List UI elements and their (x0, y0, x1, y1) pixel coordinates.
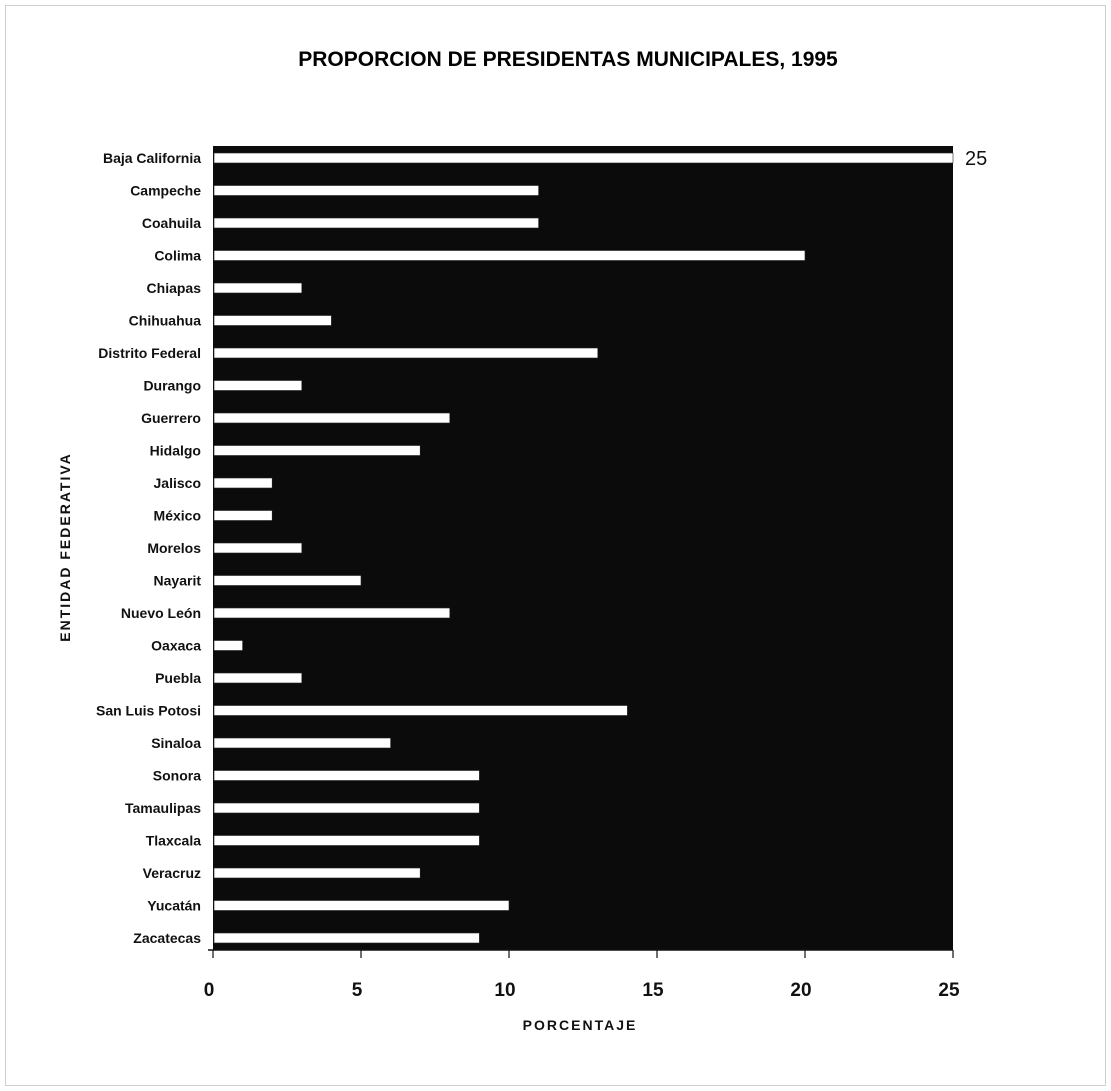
data-labels: 25 (965, 148, 987, 170)
category-label: México (154, 508, 201, 524)
bar-morelos (213, 542, 303, 554)
x-tick-label: 5 (352, 980, 363, 1001)
bar-campeche (213, 185, 539, 196)
category-label: Zacatecas (133, 930, 201, 946)
category-label: Puebla (155, 670, 201, 686)
bar-zacatecas (213, 932, 480, 944)
data-label: 25 (965, 148, 987, 170)
x-tick-label: 25 (938, 980, 960, 1001)
bar-chihuahua (213, 315, 332, 326)
x-tick-label: 15 (642, 980, 664, 1001)
category-label: Durango (143, 378, 201, 394)
category-label: Tamaulipas (125, 800, 201, 816)
bar-guerrero (213, 412, 451, 424)
category-labels: Baja California Campeche Coahuila Colima Chi… (96, 150, 201, 946)
bar-tamaulipas (213, 802, 480, 814)
category-label: Morelos (147, 540, 201, 556)
bar-tlaxcala (213, 835, 480, 846)
category-label: Colima (154, 248, 201, 264)
x-tick-label: 0 (204, 980, 215, 1001)
category-label: Chiapas (147, 280, 202, 296)
category-label: Sinaloa (151, 735, 201, 751)
category-label: Guerrero (141, 410, 201, 426)
page-frame (5, 5, 1106, 1086)
category-label: Veracruz (143, 865, 201, 881)
bar-coahuila (213, 217, 539, 229)
category-label: Nayarit (154, 573, 202, 589)
bar-colima (213, 250, 806, 261)
bar-hidalgo (213, 445, 421, 456)
x-axis-title: PORCENTAJE (523, 1017, 638, 1033)
bar-sinaloa (213, 737, 391, 749)
bar-sonora (213, 770, 480, 781)
category-label: Nuevo León (121, 605, 201, 621)
category-label: San Luis Potosi (96, 703, 201, 719)
category-label: Oaxaca (151, 638, 201, 654)
category-label: Sonora (153, 768, 201, 784)
x-tick-label: 10 (494, 980, 515, 1001)
chart-title: PROPORCION DE PRESIDENTAS MUNICIPALES, 1… (298, 48, 838, 71)
bar-nuevo-le-n (213, 607, 451, 619)
bar-puebla (213, 672, 303, 684)
bar-san-luis-potosi (213, 705, 628, 716)
bars-layer (213, 152, 954, 944)
category-label: Coahuila (142, 215, 201, 231)
category-label: Chihuahua (129, 313, 202, 329)
bar-m-xico (213, 510, 273, 521)
category-label: Baja California (103, 150, 201, 166)
y-axis-title: ENTIDAD FEDERATIVA (57, 452, 73, 641)
bar-veracruz (213, 867, 421, 879)
bar-baja-california (213, 152, 954, 164)
category-label: Distrito Federal (98, 345, 201, 361)
category-label: Campeche (130, 183, 201, 199)
bar-distrito-federal (213, 347, 599, 359)
category-label: Tlaxcala (146, 833, 201, 849)
plot-area (213, 146, 953, 950)
bar-oaxaca (213, 640, 243, 651)
x-axis: 0 5 10 15 20 25 (204, 949, 960, 1001)
x-tick-label: 20 (790, 980, 811, 1001)
bar-durango (213, 380, 303, 391)
category-label: Hidalgo (150, 443, 201, 459)
bar-nayarit (213, 575, 362, 586)
bar-jalisco (213, 477, 273, 489)
bar-chiapas (213, 282, 303, 294)
bar-yucat-n (213, 900, 510, 911)
category-label: Jalisco (154, 475, 201, 491)
category-label: Yucatán (147, 898, 201, 914)
